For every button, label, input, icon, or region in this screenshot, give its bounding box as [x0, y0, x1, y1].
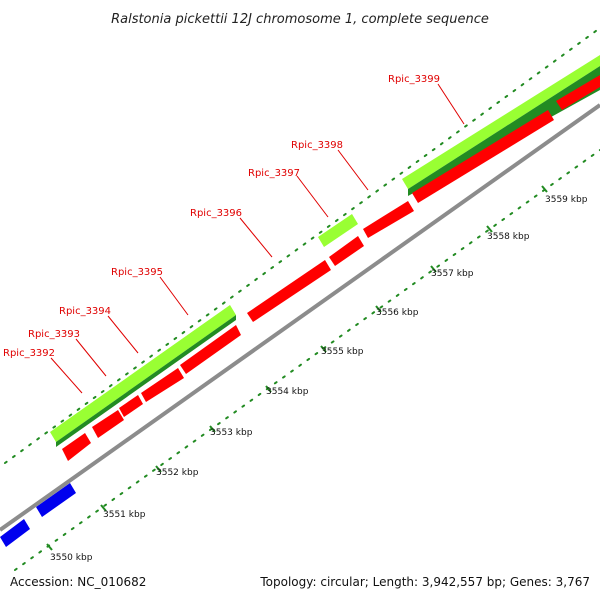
tick-label-3556: 3556 kbp	[376, 308, 419, 318]
leader-line	[296, 175, 329, 218]
tick-mark	[209, 425, 216, 433]
tick-label-3554: 3554 kbp	[266, 387, 309, 397]
cds-arrow[interactable]	[141, 368, 184, 402]
tick-mark	[320, 345, 327, 353]
cds-track	[0, 75, 600, 547]
leader-line	[75, 338, 107, 377]
gene-label-rpic-3395[interactable]: Rpic_3395	[111, 267, 163, 278]
tick-label-3555: 3555 kbp	[321, 347, 364, 357]
leader-line	[159, 276, 189, 316]
leader-line	[50, 357, 83, 394]
gene-track	[50, 55, 600, 447]
cds-arrow[interactable]	[180, 325, 241, 374]
tick-label-3552: 3552 kbp	[156, 468, 199, 478]
tick-mark	[375, 305, 382, 313]
cds-arrow-blue[interactable]	[36, 483, 76, 517]
gene-label-rpic-3396[interactable]: Rpic_3396	[190, 208, 242, 219]
tick-mark	[486, 225, 493, 233]
gene-label-rpic-3393[interactable]: Rpic_3393	[28, 329, 80, 340]
gene-labels: Rpic_3392 Rpic_3393 Rpic_3394 Rpic_3395 …	[3, 74, 465, 394]
gene-bar[interactable]	[50, 305, 236, 442]
tick-mark	[46, 543, 53, 551]
gene-bar-shadow	[408, 66, 600, 196]
gene-label-rpic-3399[interactable]: Rpic_3399	[388, 74, 440, 85]
tick-mark	[155, 465, 162, 473]
tick-label-3550: 3550 kbp	[50, 553, 93, 563]
cds-arrow[interactable]	[247, 260, 331, 322]
gene-bar[interactable]	[318, 214, 358, 247]
map-title: Ralstonia pickettii 12J chromosome 1, co…	[111, 12, 489, 27]
backbone	[0, 103, 600, 532]
gene-label-rpic-3398[interactable]: Rpic_3398	[291, 140, 343, 151]
cds-arrow[interactable]	[62, 433, 91, 461]
cds-arrow[interactable]	[556, 75, 600, 110]
tick-mark	[100, 504, 107, 512]
gene-label-rpic-3392[interactable]: Rpic_3392	[3, 348, 55, 359]
gene-label-rpic-3397[interactable]: Rpic_3397	[248, 168, 300, 179]
tick-label-3558: 3558 kbp	[487, 232, 530, 242]
tick-label-3553: 3553 kbp	[210, 428, 253, 438]
leader-line	[239, 217, 273, 258]
gene-bar[interactable]	[402, 55, 600, 189]
kbp-ticks: 3550 kbp 3551 kbp 3552 kbp 3553 kbp 3554…	[46, 185, 588, 563]
gene-label-rpic-3394[interactable]: Rpic_3394	[59, 306, 111, 317]
topology-summary: Topology: circular; Length: 3,942,557 bp…	[259, 575, 590, 589]
accession-text: Accession: NC_010682	[10, 575, 146, 589]
tick-label-3551: 3551 kbp	[103, 510, 146, 520]
cds-arrow[interactable]	[412, 110, 554, 203]
tick-label-3557: 3557 kbp	[431, 269, 474, 279]
gene-bar-shadow	[56, 315, 236, 447]
cds-arrow[interactable]	[363, 201, 414, 238]
tick-mark	[541, 185, 548, 193]
leader-line	[437, 83, 465, 125]
leader-line	[107, 315, 139, 354]
cds-arrow[interactable]	[119, 395, 143, 417]
tick-mark	[265, 385, 272, 393]
inner-dotted-ring	[14, 149, 600, 571]
cds-arrow-blue[interactable]	[0, 519, 30, 547]
leader-line	[337, 149, 369, 191]
tick-mark	[430, 265, 437, 273]
cds-arrow[interactable]	[92, 410, 124, 438]
outer-dotted-ring	[4, 27, 600, 464]
tick-label-3559: 3559 kbp	[545, 195, 588, 205]
cds-arrow[interactable]	[329, 236, 364, 266]
